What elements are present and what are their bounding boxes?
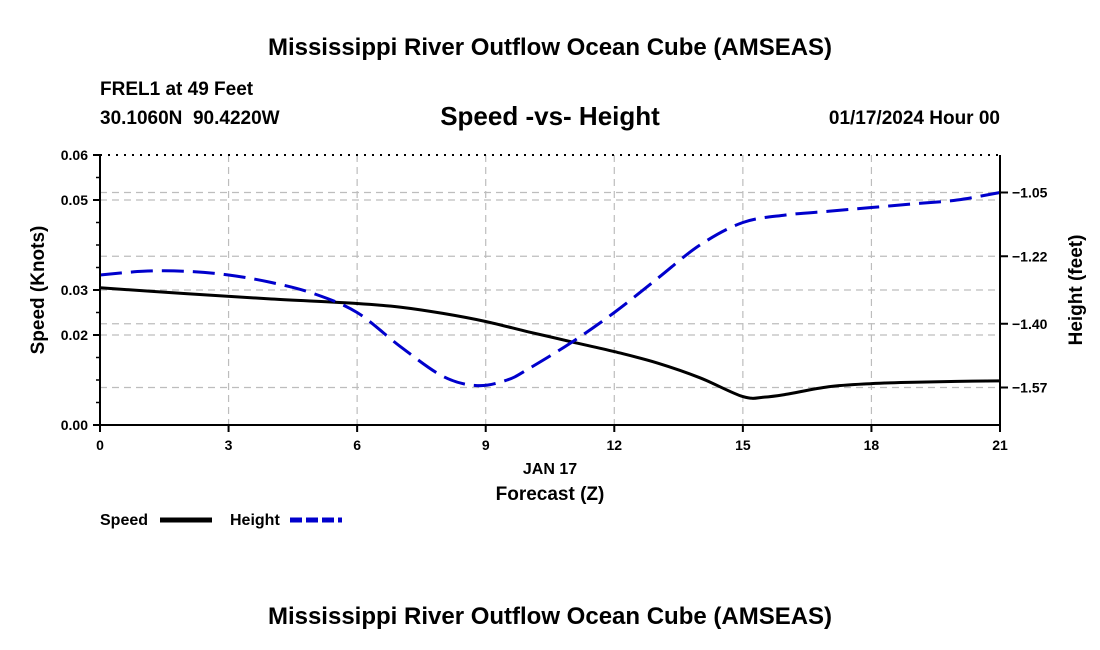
station-name: FREL1 at 49 Feet — [100, 79, 254, 100]
y-left-tick-label-2: 0.03 — [61, 282, 88, 298]
y-left-tick-label-4: 0.06 — [61, 147, 88, 163]
series-layer — [99, 191, 1001, 400]
forecast-timestamp: 01/17/2024 Hour 00 — [829, 108, 1000, 129]
x-date-label: JAN 17 — [523, 461, 577, 478]
series-line-speed — [99, 286, 1001, 400]
series-line-height — [99, 191, 1001, 388]
x-tick-label-0: 0 — [96, 437, 104, 453]
legend: Speed Height — [100, 512, 342, 529]
y-right-tick-label-1: −1.40 — [1012, 316, 1048, 332]
station-coords: 30.1060N 90.4220W — [100, 108, 280, 129]
chart-title: Speed -vs- Height — [440, 101, 660, 131]
bottom-title: Mississippi River Outflow Ocean Cube (AM… — [268, 603, 832, 630]
x-tick-label-12: 12 — [606, 437, 622, 453]
plot-area: 0 3 6 9 12 15 18 21 0.00 0.02 0.03 0.05 0.06 −1.57 −1.… — [61, 147, 1048, 453]
x-axis-label: Forecast (Z) — [496, 484, 605, 505]
y-right-tick-label-3: −1.05 — [1012, 185, 1048, 201]
y-right-tick-label-0: −1.57 — [1012, 380, 1048, 396]
axis-ticks: 0 3 6 9 12 15 18 21 0.00 0.02 0.03 0.05 0.06 −1.57 −1.… — [61, 147, 1048, 453]
y-axis-left-label: Speed (Knots) — [28, 226, 49, 355]
x-tick-label-9: 9 — [482, 437, 490, 453]
x-tick-label-6: 6 — [353, 437, 361, 453]
y-left-tick-label-0: 0.00 — [61, 417, 88, 433]
main-title: Mississippi River Outflow Ocean Cube (AM… — [268, 34, 832, 61]
x-tick-label-18: 18 — [864, 437, 880, 453]
legend-height-label: Height — [230, 512, 280, 529]
grid-lines — [100, 155, 1000, 425]
y-left-tick-label-3: 0.05 — [61, 192, 88, 208]
x-tick-label-15: 15 — [735, 437, 751, 453]
y-left-tick-label-1: 0.02 — [61, 327, 88, 343]
y-axis-right-label: Height (feet) — [1066, 235, 1087, 346]
y-right-tick-label-2: −1.22 — [1012, 248, 1048, 264]
legend-speed-label: Speed — [100, 512, 148, 529]
x-tick-label-21: 21 — [992, 437, 1008, 453]
x-tick-label-3: 3 — [225, 437, 233, 453]
